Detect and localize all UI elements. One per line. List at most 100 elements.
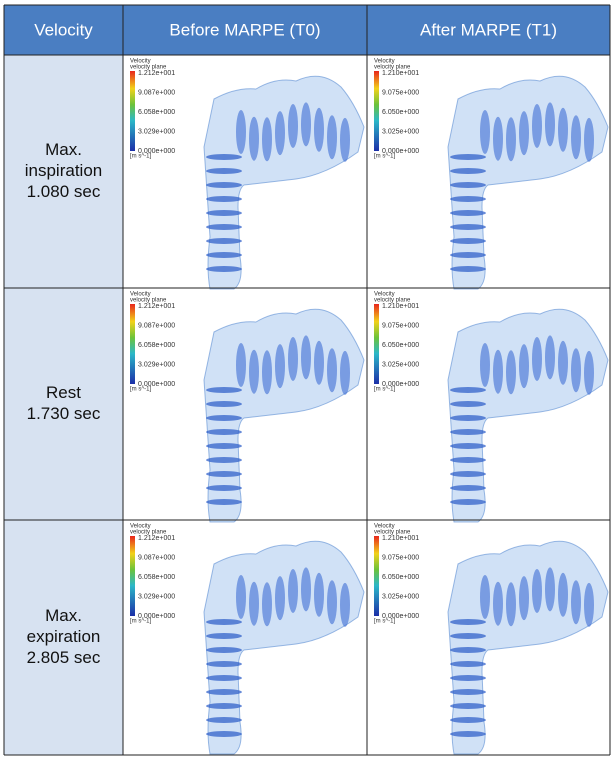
- slice: [450, 485, 486, 491]
- slice: [450, 717, 486, 723]
- slice: [450, 633, 486, 639]
- slice: [545, 335, 555, 380]
- slice: [206, 717, 242, 723]
- slice: [532, 568, 542, 613]
- slice: [206, 252, 242, 258]
- row-label: inspiration: [25, 161, 103, 180]
- slice: [236, 343, 246, 387]
- slice: [450, 415, 486, 421]
- slice: [558, 572, 568, 617]
- slice: [450, 689, 486, 695]
- slice: [301, 102, 311, 147]
- slice: [206, 443, 242, 449]
- legend-tick: 9.075e+000: [382, 554, 419, 561]
- row-label: Max.: [45, 140, 82, 159]
- slice: [480, 110, 490, 154]
- slice: [450, 224, 486, 230]
- slice: [327, 115, 337, 160]
- slice: [206, 485, 242, 491]
- row-label: 1.730 sec: [27, 404, 101, 423]
- legend-tick: 3.025e+000: [382, 128, 419, 135]
- slice: [450, 429, 486, 435]
- slice: [249, 581, 259, 626]
- legend-tick: 3.025e+000: [382, 593, 419, 600]
- legend-tick: 0.000e+000: [138, 381, 175, 388]
- slice: [206, 661, 242, 667]
- legend-subtitle: velocity plane: [374, 530, 411, 536]
- row-label-bg: [4, 288, 123, 520]
- slice: [571, 580, 581, 625]
- slice: [519, 111, 529, 156]
- slice: [236, 575, 246, 619]
- slice: [450, 703, 486, 709]
- slice: [275, 111, 285, 156]
- slice: [327, 348, 337, 393]
- color-bar: [130, 304, 135, 384]
- slice: [450, 619, 486, 625]
- legend-tick: 1.210e+001: [382, 303, 419, 310]
- legend-tick: 6.058e+000: [138, 109, 175, 116]
- slice: [450, 443, 486, 449]
- color-bar: [374, 71, 379, 151]
- legend-subtitle: velocity plane: [130, 530, 167, 536]
- legend-subtitle: velocity plane: [130, 298, 167, 304]
- slice: [450, 661, 486, 667]
- slice: [450, 210, 486, 216]
- legend-tick: 9.087e+000: [138, 554, 175, 561]
- slice: [450, 168, 486, 174]
- slice: [450, 457, 486, 463]
- row-label: Max.: [45, 606, 82, 625]
- slice: [206, 196, 242, 202]
- legend-tick: 0.000e+000: [382, 148, 419, 155]
- legend-tick: 1.210e+001: [382, 535, 419, 542]
- slice: [519, 344, 529, 389]
- legend-title: Velocity: [374, 524, 395, 530]
- slice: [450, 154, 486, 160]
- slice: [450, 266, 486, 272]
- slice: [584, 350, 594, 395]
- slice: [450, 401, 486, 407]
- slice: [314, 572, 324, 617]
- legend-unit: [m s^-1]: [374, 387, 395, 393]
- slice: [493, 349, 503, 394]
- slice: [206, 731, 242, 737]
- slice: [236, 110, 246, 154]
- legend-tick: 3.029e+000: [138, 593, 175, 600]
- legend-tick: 0.000e+000: [382, 613, 419, 620]
- row-label-bg: [4, 520, 123, 755]
- slice: [506, 117, 516, 162]
- slice: [545, 567, 555, 612]
- slice: [206, 703, 242, 709]
- slice: [532, 103, 542, 148]
- slice: [584, 582, 594, 627]
- slice: [506, 582, 516, 627]
- slice: [206, 401, 242, 407]
- legend-tick: 6.058e+000: [138, 342, 175, 349]
- slice: [275, 344, 285, 389]
- slice: [545, 102, 555, 147]
- slice: [301, 335, 311, 380]
- row-label: 2.805 sec: [27, 648, 101, 667]
- legend-tick: 3.029e+000: [138, 361, 175, 368]
- slice: [558, 107, 568, 152]
- legend-subtitle: velocity plane: [130, 65, 167, 71]
- legend-title: Velocity: [130, 59, 151, 65]
- slice: [206, 415, 242, 421]
- legend-tick: 6.058e+000: [138, 574, 175, 581]
- legend-subtitle: velocity plane: [374, 65, 411, 71]
- slice: [206, 266, 242, 272]
- legend-tick: 9.075e+000: [382, 89, 419, 96]
- slice: [206, 689, 242, 695]
- slice: [450, 471, 486, 477]
- slice: [340, 350, 350, 395]
- row-label: expiration: [27, 627, 101, 646]
- slice: [519, 576, 529, 621]
- slice: [340, 117, 350, 162]
- slice: [340, 582, 350, 627]
- slice: [450, 252, 486, 258]
